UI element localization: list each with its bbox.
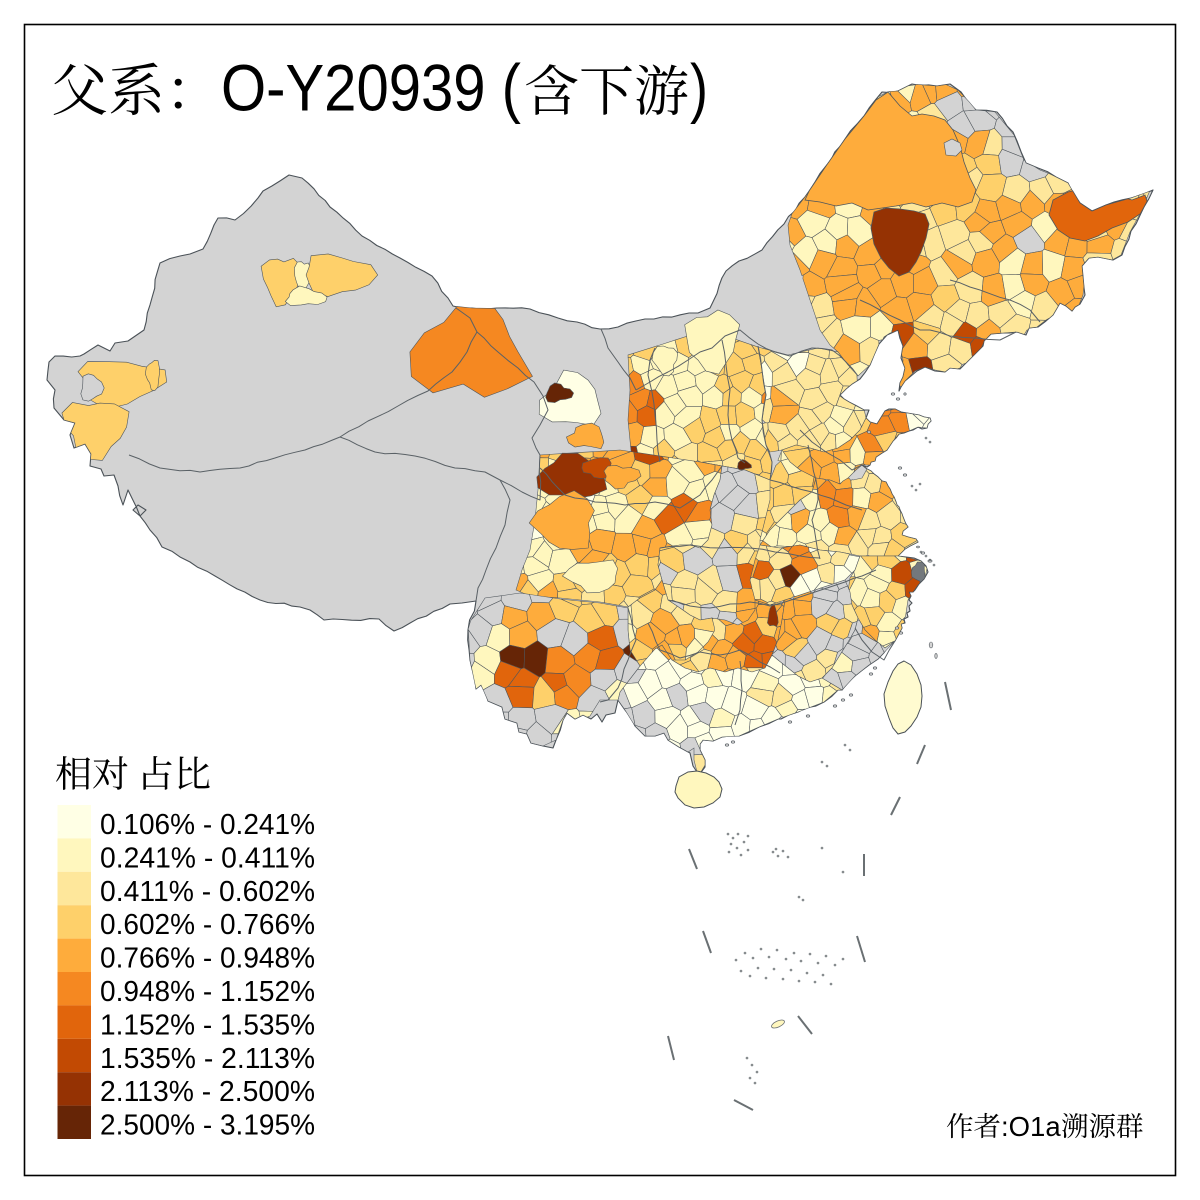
svg-text:1.535% - 2.113%: 1.535% - 2.113% xyxy=(100,1043,315,1075)
svg-text:0.411% - 0.602%: 0.411% - 0.602% xyxy=(100,876,315,908)
svg-text:2.113% - 2.500%: 2.113% - 2.500% xyxy=(100,1076,315,1108)
svg-text:): ) xyxy=(690,51,708,125)
svg-text::O1a: :O1a xyxy=(1001,1111,1061,1142)
svg-text:O-Y20939 (: O-Y20939 ( xyxy=(221,51,521,125)
svg-text:0.948% - 1.152%: 0.948% - 1.152% xyxy=(100,976,315,1008)
svg-text:0.602% - 0.766%: 0.602% - 0.766% xyxy=(100,909,315,941)
svg-text:2.500% - 3.195%: 2.500% - 3.195% xyxy=(100,1110,315,1142)
svg-text:0.241% - 0.411%: 0.241% - 0.411% xyxy=(100,842,315,874)
svg-text:1.152% - 1.535%: 1.152% - 1.535% xyxy=(100,1009,315,1041)
svg-text:0.106% - 0.241%: 0.106% - 0.241% xyxy=(100,809,315,841)
svg-text:0.766% - 0.948%: 0.766% - 0.948% xyxy=(100,943,315,975)
